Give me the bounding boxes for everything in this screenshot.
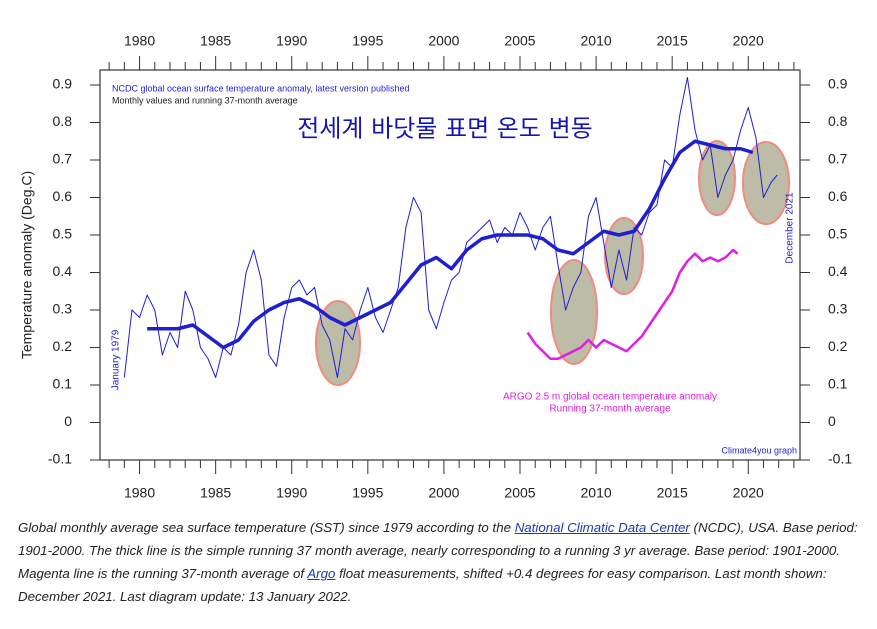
y-tick-label: 0.4	[53, 263, 73, 279]
x-tick-label: 2015	[657, 485, 688, 501]
y-tick-label: 0.4	[828, 263, 848, 279]
start-note: January 1979	[111, 329, 122, 390]
caption-link[interactable]: Argo	[307, 566, 336, 581]
highlight-ellipse	[698, 140, 736, 216]
x-tick-label: 2020	[733, 33, 764, 49]
series-line	[123, 77, 778, 378]
argo-note: Running 37-month average	[549, 404, 671, 415]
y-tick-label: 0.6	[53, 188, 73, 204]
y-tick-label: 0.8	[53, 113, 73, 129]
y-tick-label: 0.1	[828, 376, 848, 392]
y-tick-label: -0.1	[48, 451, 72, 467]
plot-frame	[99, 69, 801, 461]
y-tick-label: 0.5	[53, 226, 73, 242]
x-tick-label: 2000	[428, 33, 459, 49]
x-tick-label: 2000	[428, 485, 459, 501]
argo-note: ARGO 2.5 m global ocean temperature anom…	[503, 392, 717, 403]
caption: Global monthly average sea surface tempe…	[18, 516, 863, 608]
y-tick-label: 0	[64, 413, 72, 429]
x-tick-label: 1990	[276, 485, 307, 501]
highlight-ellipse	[550, 259, 598, 365]
chart-title: 전세계 바닷물 표면 온도 변동	[297, 115, 592, 143]
x-tick-label: 2010	[581, 485, 612, 501]
y-tick-label: 0.1	[53, 376, 73, 392]
series-line	[526, 248, 739, 360]
header-line: NCDC global ocean surface temperature an…	[112, 83, 410, 93]
series-line	[147, 139, 754, 350]
chart: NCDC global ocean surface temperature an…	[19, 33, 853, 501]
x-tick-label: 1985	[200, 485, 231, 501]
x-tick-label: 1995	[352, 33, 383, 49]
x-tick-label: 2005	[504, 33, 535, 49]
x-tick-label: 1995	[352, 485, 383, 501]
caption-link[interactable]: National Climatic Data Center	[514, 520, 690, 535]
x-tick-label: 1980	[124, 33, 155, 49]
y-axis-label: Temperature anomaly (Deg.C)	[19, 171, 35, 359]
x-tick-label: 1985	[200, 33, 231, 49]
caption-text: (NCDC), USA. Base period: 1901-2000. The…	[18, 520, 858, 581]
highlight-ellipse	[742, 141, 790, 225]
x-tick-label: 2010	[581, 33, 612, 49]
y-tick-label: 0.2	[53, 338, 73, 354]
x-tick-label: 1990	[276, 33, 307, 49]
marks	[123, 77, 778, 378]
highlight-ellipse	[604, 217, 644, 295]
y-tick-label: 0.7	[53, 151, 73, 167]
end-note: December 2021	[785, 192, 796, 264]
x-tick-label: 2005	[504, 485, 535, 501]
x-tick-label: 2020	[733, 485, 764, 501]
caption-text: float measurements, shifted +0.4 degrees…	[18, 566, 827, 604]
y-tick-label: 0.5	[828, 226, 848, 242]
y-tick-label: 0.7	[828, 151, 848, 167]
y-tick-label: 0.3	[828, 301, 848, 317]
x-tick-label: 1980	[124, 485, 155, 501]
y-tick-label: 0.2	[828, 338, 848, 354]
y-tick-label: 0.3	[53, 301, 73, 317]
caption-text: Global monthly average sea surface tempe…	[18, 520, 515, 535]
y-tick-label: 0.9	[53, 76, 73, 92]
x-tick-label: 2015	[657, 33, 688, 49]
y-tick-label: -0.1	[828, 451, 852, 467]
header-line: Monthly values and running 37-month aver…	[112, 95, 298, 105]
y-tick-label: 0	[828, 413, 836, 429]
y-tick-label: 0.8	[828, 113, 848, 129]
y-tick-label: 0.6	[828, 188, 848, 204]
y-tick-label: 0.9	[828, 76, 848, 92]
credit: Climate4you graph	[721, 445, 797, 455]
